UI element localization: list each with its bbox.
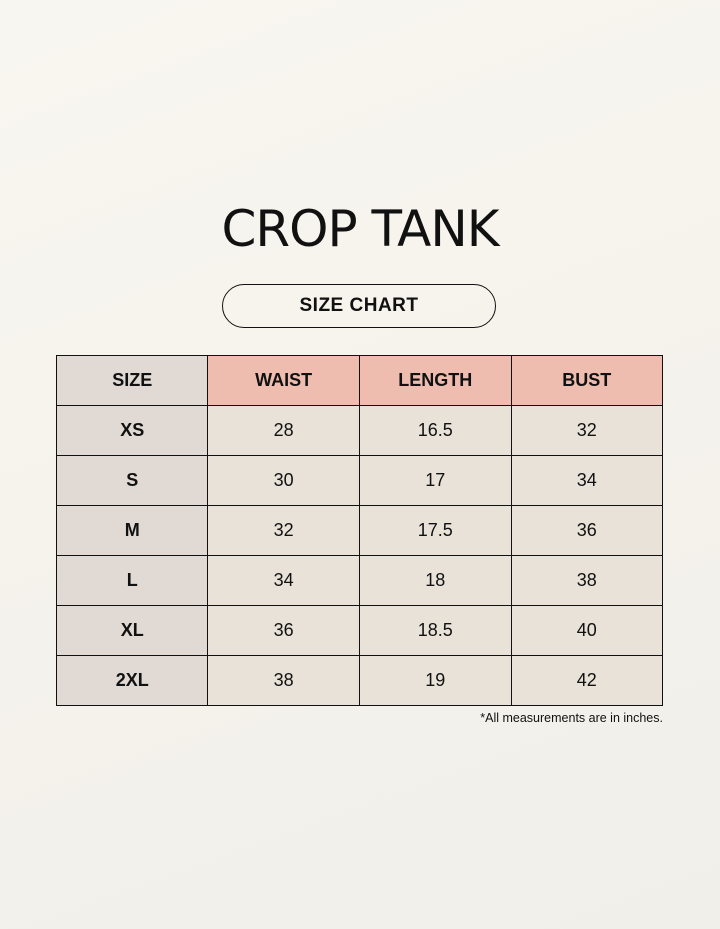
- size-chart-label: SIZE CHART: [222, 284, 496, 328]
- table-row: S 30 17 34: [55, 455, 664, 506]
- cell-size: XL: [55, 605, 209, 656]
- table-header-row: SIZE WAIST LENGTH BUST: [55, 355, 664, 406]
- cell-waist: 30: [207, 455, 360, 506]
- cell-bust: 40: [510, 605, 664, 656]
- cell-size: S: [55, 455, 209, 506]
- table-row: L 34 18 38: [55, 555, 664, 606]
- cell-bust: 32: [510, 405, 664, 456]
- header-size: SIZE: [55, 355, 209, 406]
- cell-bust: 42: [510, 655, 664, 706]
- cell-waist: 34: [207, 555, 360, 606]
- cell-waist: 32: [207, 505, 360, 556]
- table-row: XS 28 16.5 32: [55, 405, 664, 456]
- cell-length: 17: [358, 455, 512, 506]
- cell-waist: 36: [207, 605, 360, 656]
- header-waist: WAIST: [207, 355, 360, 406]
- cell-waist: 38: [207, 655, 360, 706]
- size-chart-table: SIZE WAIST LENGTH BUST XS 28 16.5 32 S 30 17 34…: [55, 355, 664, 706]
- cell-size: 2XL: [55, 655, 209, 706]
- page-title: CROP TANK: [221, 200, 499, 258]
- cell-length: 16.5: [358, 405, 512, 456]
- cell-waist: 28: [207, 405, 360, 456]
- measurement-note: *All measurements are in inches.: [480, 711, 663, 725]
- cell-length: 18.5: [358, 605, 512, 656]
- cell-length: 18: [358, 555, 512, 606]
- table-row: XL 36 18.5 40: [55, 605, 664, 656]
- cell-bust: 34: [510, 455, 664, 506]
- cell-bust: 38: [510, 555, 664, 606]
- table-row: 2XL 38 19 42: [55, 655, 664, 706]
- header-length: LENGTH: [358, 355, 512, 406]
- cell-length: 17.5: [358, 505, 512, 556]
- cell-size: M: [55, 505, 209, 556]
- cell-length: 19: [358, 655, 512, 706]
- cell-bust: 36: [510, 505, 664, 556]
- header-bust: BUST: [510, 355, 664, 406]
- cell-size: XS: [55, 405, 209, 456]
- table-row: M 32 17.5 36: [55, 505, 664, 556]
- cell-size: L: [55, 555, 209, 606]
